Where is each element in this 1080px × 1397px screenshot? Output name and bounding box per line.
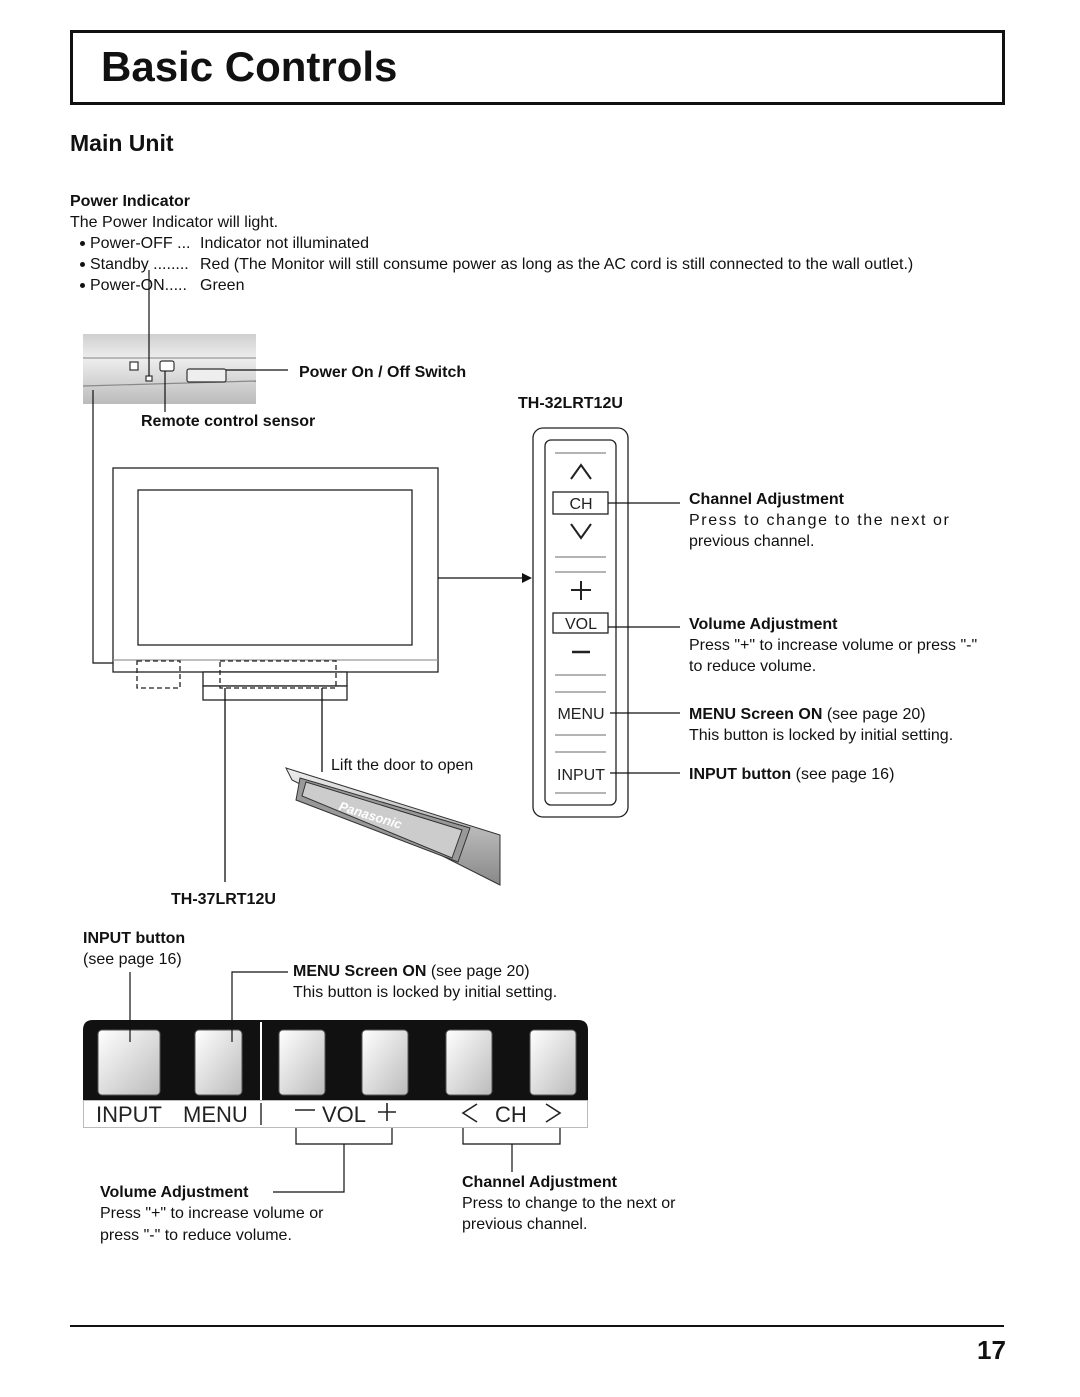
callout-text: This button is locked by initial setting…: [293, 984, 558, 1001]
callout-title: Channel Adjustment: [689, 491, 844, 508]
page-ref: (see page 20): [826, 706, 926, 723]
side-button-labels: CH VOL MENU INPUT: [557, 496, 605, 784]
page-ref: (see page 16): [795, 766, 895, 783]
page-ref: (see page 16): [83, 951, 182, 968]
bullet: [80, 262, 85, 267]
item-text: Indicator not illuminated: [200, 235, 369, 252]
title-box: [70, 30, 1005, 105]
page-ref: (see page 20): [430, 963, 530, 980]
panel-label: INPUT: [96, 1102, 162, 1127]
callout-text: Press to change to the next or: [689, 512, 951, 529]
item-label: Power-ON.....: [90, 277, 187, 294]
bullet: [80, 283, 85, 288]
tv-illustration: [112, 467, 532, 882]
model-label: TH-37LRT12U: [171, 891, 276, 908]
callout-title: Volume Adjustment: [689, 616, 838, 633]
callout-line: MENU Screen ON (see page 20): [293, 963, 530, 981]
button-label: CH: [569, 496, 592, 513]
button-label: VOL: [565, 616, 597, 633]
page-number: 17: [977, 1335, 1006, 1365]
bottom-panel: INPUT MENU VOL CH: [83, 971, 588, 1193]
front-strip: [82, 270, 288, 664]
callout-title: MENU Screen ON: [293, 963, 427, 980]
text: The Power Indicator will light.: [70, 214, 279, 231]
panel-label: CH: [495, 1102, 527, 1127]
callout-text: Press "+" to increase volume or press "-…: [689, 637, 978, 654]
callout-label: Power On / Off Switch: [299, 364, 467, 381]
callout-label: Lift the door to open: [331, 757, 474, 774]
callout-text: previous channel.: [462, 1216, 588, 1233]
panel-label: MENU: [183, 1102, 248, 1127]
item-label: Power-OFF ...: [90, 235, 191, 252]
callout-title: Volume Adjustment: [100, 1184, 249, 1201]
callout-title: Channel Adjustment: [462, 1174, 617, 1191]
button-label: INPUT: [557, 767, 605, 784]
item-text: Red (The Monitor will still consume powe…: [200, 256, 914, 273]
callout-title: MENU Screen ON: [689, 706, 823, 723]
bullet: [80, 241, 85, 246]
callout-label: Remote control sensor: [141, 413, 316, 430]
callout-text: press "-" to reduce volume.: [100, 1227, 292, 1244]
callout-line: MENU Screen ON (see page 20): [689, 706, 926, 724]
item-text: Green: [200, 277, 245, 294]
subheading: Power Indicator: [70, 193, 191, 210]
door-illustration: Panasonic: [285, 767, 501, 886]
callout-text: previous channel.: [689, 533, 815, 550]
button-label: MENU: [557, 706, 604, 723]
callout-title: INPUT button: [83, 930, 186, 947]
item-label: Standby ........: [90, 256, 189, 273]
model-label: TH-32LRT12U: [518, 395, 623, 412]
panel-label: VOL: [322, 1102, 366, 1127]
callout-text: Press to change to the next or: [462, 1195, 676, 1212]
side-panel: [532, 427, 680, 818]
callout-text: Press "+" to increase volume or: [100, 1205, 324, 1222]
page-title: Basic Controls: [101, 43, 398, 90]
callout-text: This button is locked by initial setting…: [689, 727, 954, 744]
callout-title: INPUT button: [689, 766, 792, 783]
callout-line: INPUT button (see page 16): [689, 766, 894, 784]
section-title: Main Unit: [70, 130, 174, 156]
callout-text: to reduce volume.: [689, 658, 817, 675]
